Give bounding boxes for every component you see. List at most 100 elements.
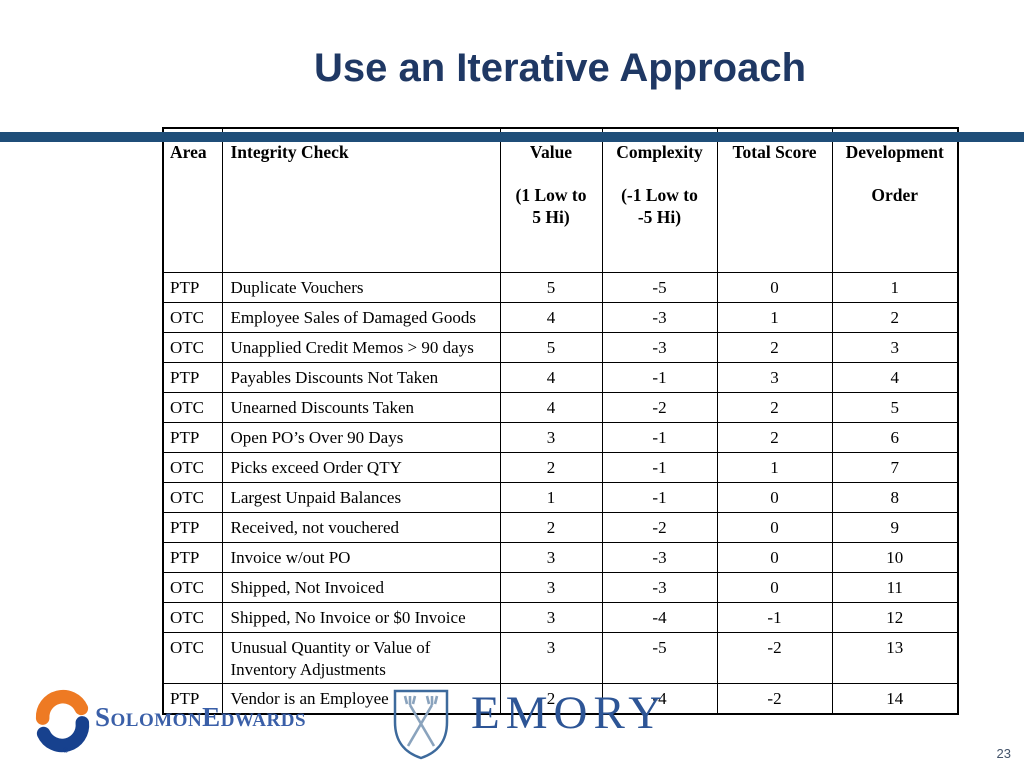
- cell-area: PTP: [162, 422, 223, 453]
- cell-development-order: 7: [831, 452, 959, 483]
- column-header-total-score: Total Score: [716, 127, 833, 273]
- divider-bar: [0, 132, 1024, 142]
- column-header-sub-label: (1 Low to 5 Hi): [515, 185, 587, 227]
- cell-integrity-check: Unapplied Credit Memos > 90 days: [221, 332, 501, 363]
- cell-area: PTP: [162, 512, 223, 543]
- cell-integrity-check: Payables Discounts Not Taken: [221, 362, 501, 393]
- table-row: OTC Employee Sales of Damaged Goods 4 -3…: [162, 302, 959, 333]
- emory-shield-icon: [393, 689, 449, 760]
- cell-total-score: 0: [716, 512, 833, 543]
- column-header-label: Value: [529, 142, 573, 162]
- cell-value: 3: [499, 422, 603, 453]
- cell-development-order: 8: [831, 482, 959, 513]
- cell-integrity-check: Largest Unpaid Balances: [221, 482, 501, 513]
- cell-value: 4: [499, 302, 603, 333]
- cell-complexity: -3: [601, 572, 718, 603]
- cell-total-score: 1: [716, 302, 833, 333]
- table-row: PTP Duplicate Vouchers 5 -5 0 1: [162, 272, 959, 303]
- table-row: OTC Shipped, No Invoice or $0 Invoice 3 …: [162, 602, 959, 633]
- table-row: OTC Unapplied Credit Memos > 90 days 5 -…: [162, 332, 959, 363]
- cell-integrity-check: Picks exceed Order QTY: [221, 452, 501, 483]
- cell-total-score: 2: [716, 392, 833, 423]
- cell-value: 2: [499, 452, 603, 483]
- cell-value: 2: [499, 512, 603, 543]
- cell-complexity: -1: [601, 362, 718, 393]
- cell-area: OTC: [162, 572, 223, 603]
- column-header-label: Total Score: [732, 142, 817, 162]
- cell-area: OTC: [162, 632, 223, 684]
- column-header-integrity-check: Integrity Check: [221, 127, 501, 273]
- cell-area: OTC: [162, 602, 223, 633]
- column-header-label: Area: [170, 142, 207, 162]
- cell-area: PTP: [162, 362, 223, 393]
- column-header-development-order: Development Order: [831, 127, 959, 273]
- table-row: OTC Unusual Quantity or Value of Invento…: [162, 632, 959, 684]
- cell-complexity: -1: [601, 482, 718, 513]
- cell-complexity: -3: [601, 542, 718, 573]
- cell-complexity: -5: [601, 632, 718, 684]
- cell-integrity-check: Received, not vouchered: [221, 512, 501, 543]
- cell-complexity: -3: [601, 302, 718, 333]
- table-row: OTC Shipped, Not Invoiced 3 -3 0 11: [162, 572, 959, 603]
- integrity-check-table: Area Integrity Check Value (1 Low to 5 H…: [162, 127, 959, 715]
- cell-development-order: 6: [831, 422, 959, 453]
- cell-development-order: 3: [831, 332, 959, 363]
- cell-area: PTP: [162, 542, 223, 573]
- cell-development-order: 10: [831, 542, 959, 573]
- cell-total-score: 0: [716, 482, 833, 513]
- emory-wordmark: EMORY: [471, 687, 669, 739]
- column-header-label: Integrity Check: [230, 142, 349, 162]
- cell-value: 3: [499, 572, 603, 603]
- table-row: PTP Received, not vouchered 2 -2 0 9: [162, 512, 959, 543]
- cell-integrity-check: Shipped, Not Invoiced: [221, 572, 501, 603]
- cell-value: 4: [499, 362, 603, 393]
- cell-integrity-check: Shipped, No Invoice or $0 Invoice: [221, 602, 501, 633]
- cell-complexity: -1: [601, 452, 718, 483]
- cell-total-score: 0: [716, 272, 833, 303]
- page-title: Use an Iterative Approach: [313, 46, 806, 90]
- cell-development-order: 13: [831, 632, 959, 684]
- cell-value: 1: [499, 482, 603, 513]
- table-row: OTC Largest Unpaid Balances 1 -1 0 8: [162, 482, 959, 513]
- cell-development-order: 1: [831, 272, 959, 303]
- cell-value: 5: [499, 272, 603, 303]
- cell-value: 4: [499, 392, 603, 423]
- solomon-edwards-wordmark: SolomonEdwards: [95, 702, 307, 732]
- cell-development-order: 12: [831, 602, 959, 633]
- cell-value: 3: [499, 542, 603, 573]
- page-number: 23: [996, 746, 1011, 761]
- cell-integrity-check: Employee Sales of Damaged Goods: [221, 302, 501, 333]
- cell-total-score: -1: [716, 602, 833, 633]
- cell-total-score: 3: [716, 362, 833, 393]
- cell-development-order: 11: [831, 572, 959, 603]
- solomon-edwards-logo: ® SolomonEdwards: [33, 686, 307, 755]
- cell-integrity-check: Duplicate Vouchers: [221, 272, 501, 303]
- cell-complexity: -2: [601, 392, 718, 423]
- table-row: OTC Unearned Discounts Taken 4 -2 2 5: [162, 392, 959, 423]
- column-header-value: Value (1 Low to 5 Hi): [499, 127, 603, 273]
- cell-total-score: 1: [716, 452, 833, 483]
- table-row: PTP Vendor is an Employee 2 -4 -2 14: [162, 683, 959, 715]
- cell-total-score: 2: [716, 422, 833, 453]
- cell-integrity-check: Vendor is an Employee: [221, 683, 501, 715]
- cell-integrity-check: Open PO’s Over 90 Days: [221, 422, 501, 453]
- solomon-edwards-logo-icon: [35, 689, 90, 753]
- cell-value: 3: [499, 602, 603, 633]
- cell-integrity-check: Unearned Discounts Taken: [221, 392, 501, 423]
- cell-area: PTP: [162, 272, 223, 303]
- cell-development-order: 5: [831, 392, 959, 423]
- cell-area: PTP: [162, 683, 223, 715]
- cell-area: OTC: [162, 452, 223, 483]
- table-row: PTP Invoice w/out PO 3 -3 0 10: [162, 542, 959, 573]
- table-row: PTP Payables Discounts Not Taken 4 -1 3 …: [162, 362, 959, 393]
- cell-area: OTC: [162, 482, 223, 513]
- column-header-label: Complexity: [616, 142, 703, 162]
- cell-development-order: 14: [831, 683, 959, 715]
- column-header-label: Development: [845, 142, 944, 162]
- cell-development-order: 9: [831, 512, 959, 543]
- cell-development-order: 4: [831, 362, 959, 393]
- cell-complexity: -5: [601, 272, 718, 303]
- column-header-sub-label: Order: [871, 185, 919, 205]
- cell-integrity-check: Invoice w/out PO: [221, 542, 501, 573]
- table-row: OTC Picks exceed Order QTY 2 -1 1 7: [162, 452, 959, 483]
